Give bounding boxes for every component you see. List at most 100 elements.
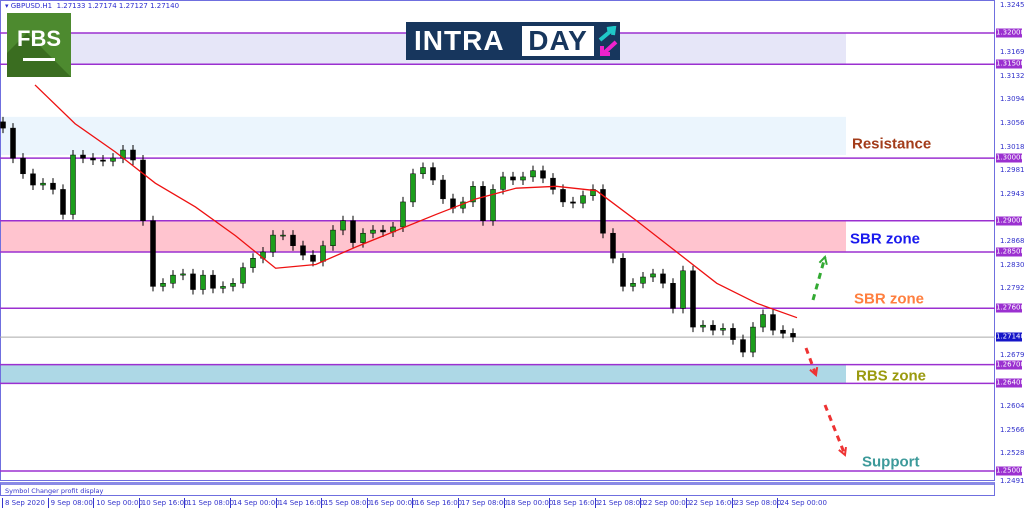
price-tick-label: 1.28680 <box>1000 236 1024 245</box>
candle-body <box>110 157 116 162</box>
candle-body <box>380 229 386 233</box>
candle-body <box>220 286 226 289</box>
candle-body <box>620 258 626 287</box>
candle-body <box>60 189 66 215</box>
candle-body <box>760 314 766 328</box>
zone-band <box>1 220 846 252</box>
candle-body <box>100 159 106 162</box>
candle-body <box>360 232 366 243</box>
price-tick-label: 1.31320 <box>1000 71 1024 80</box>
level-price-tag: 1.26400 <box>996 378 1024 388</box>
price-tick-label: 1.30180 <box>1000 142 1024 151</box>
zone-label: Support <box>862 453 920 471</box>
candle-body <box>480 186 486 221</box>
candle-body <box>50 182 56 190</box>
time-tick-label: 16 Sep 16:00 <box>412 498 462 508</box>
time-tick-label: 22 Sep 00:00 <box>640 498 690 508</box>
time-tick-label: 23 Sep 08:00 <box>731 498 781 508</box>
time-tick-label: 16 Sep 00:00 <box>366 498 417 508</box>
level-price-tag: 1.27600 <box>996 303 1024 313</box>
time-tick-label: 15 Sep 08:00 <box>321 498 371 508</box>
arrows-logo-icon <box>598 26 618 56</box>
candle-body <box>170 274 176 284</box>
candle-body <box>230 283 236 287</box>
time-axis[interactable]: 8 Sep 2020 9 Sep 08:00 10 Sep 00:00 10 Sep … <box>0 497 1024 511</box>
candle-body <box>420 167 426 175</box>
time-tick-label: 22 Sep 16:00 <box>686 498 736 508</box>
candle-body <box>500 176 506 190</box>
price-tick-label: 1.25660 <box>1000 425 1024 434</box>
candle-body <box>350 220 356 243</box>
indicator-subpanel: Symbol Changer profit display <box>0 482 995 496</box>
candle-body <box>280 234 286 237</box>
candle-body <box>320 245 326 262</box>
time-tick-label: 18 Sep 00:00 <box>503 498 553 508</box>
zone-label: SBR zone <box>850 230 921 248</box>
time-tick-label: 9 Sep 08:00 <box>47 498 93 508</box>
candle-body <box>790 333 796 338</box>
zone-band <box>1 364 846 384</box>
candle-body <box>160 283 166 287</box>
candle-body <box>210 274 216 289</box>
candle-body <box>550 177 556 190</box>
candle-body <box>510 176 516 181</box>
candle-body <box>310 254 316 262</box>
candle-body <box>400 201 406 228</box>
candle-body <box>700 324 706 328</box>
candle-body <box>710 324 716 331</box>
time-tick-label: 10 Sep 00:00 <box>93 498 143 508</box>
candle-body <box>270 234 276 253</box>
candle-body <box>140 159 146 221</box>
current-price-tag: 1.27140 <box>996 332 1024 342</box>
candle-body <box>340 220 346 231</box>
candle-body <box>20 157 26 175</box>
candle-body <box>540 170 546 179</box>
candle-body <box>670 283 676 309</box>
candle-body <box>640 276 646 284</box>
intraday-logo: INTRA DAY <box>406 22 620 60</box>
candle-body <box>630 283 636 287</box>
candle-body <box>90 157 96 161</box>
ohlc-values: 1.27133 1.27174 1.27127 1.27140 <box>56 2 180 10</box>
price-tick-label: 1.29810 <box>1000 166 1024 175</box>
candle-body <box>730 328 736 340</box>
candle-body <box>130 149 136 161</box>
price-tick-label: 1.32450 <box>1000 0 1024 9</box>
price-tick-label: 1.30940 <box>1000 95 1024 104</box>
price-tick-label: 1.25280 <box>1000 449 1024 458</box>
candle-body <box>580 195 586 204</box>
time-tick-label: 14 Sep 16:00 <box>275 498 325 508</box>
candle-body <box>40 182 46 186</box>
candle-body <box>440 179 446 200</box>
moving-average-line <box>34 84 798 319</box>
price-tick-label: 1.27920 <box>1000 284 1024 293</box>
price-tick-label: 1.26790 <box>1000 350 1024 359</box>
candle-body <box>10 127 16 159</box>
candle-body <box>470 186 476 203</box>
symbol-label: GBPUSD.H1 <box>10 2 53 10</box>
candle-body <box>200 274 206 290</box>
price-tick-label: 1.28300 <box>1000 260 1024 269</box>
candle-body <box>600 189 606 234</box>
candle-body <box>750 326 756 353</box>
candle-body <box>650 273 656 278</box>
candle-body <box>150 220 156 287</box>
level-price-tag: 1.31500 <box>996 59 1024 69</box>
time-tick-label: 21 Sep 08:00 <box>594 498 645 508</box>
candle-body <box>660 273 666 284</box>
candle-body <box>70 154 76 215</box>
zone-label: Resistance <box>852 135 932 153</box>
up-arrow-head <box>818 254 828 266</box>
candle-body <box>330 229 336 246</box>
zone-label: RBS zone <box>856 367 927 385</box>
time-tick-label: 17 Sep 08:00 <box>458 498 508 508</box>
subpanel-label: Symbol Changer profit display <box>5 487 104 495</box>
up-arrow <box>811 256 827 301</box>
time-tick-label: 11 Sep 08:00 <box>184 498 234 508</box>
candle-body <box>0 121 6 129</box>
fbs-logo: FBS <box>7 13 71 77</box>
down-arrow-head <box>809 366 819 377</box>
level-price-tag: 1.26700 <box>996 360 1024 370</box>
candle-body <box>680 270 686 309</box>
chart-window <box>0 0 995 481</box>
